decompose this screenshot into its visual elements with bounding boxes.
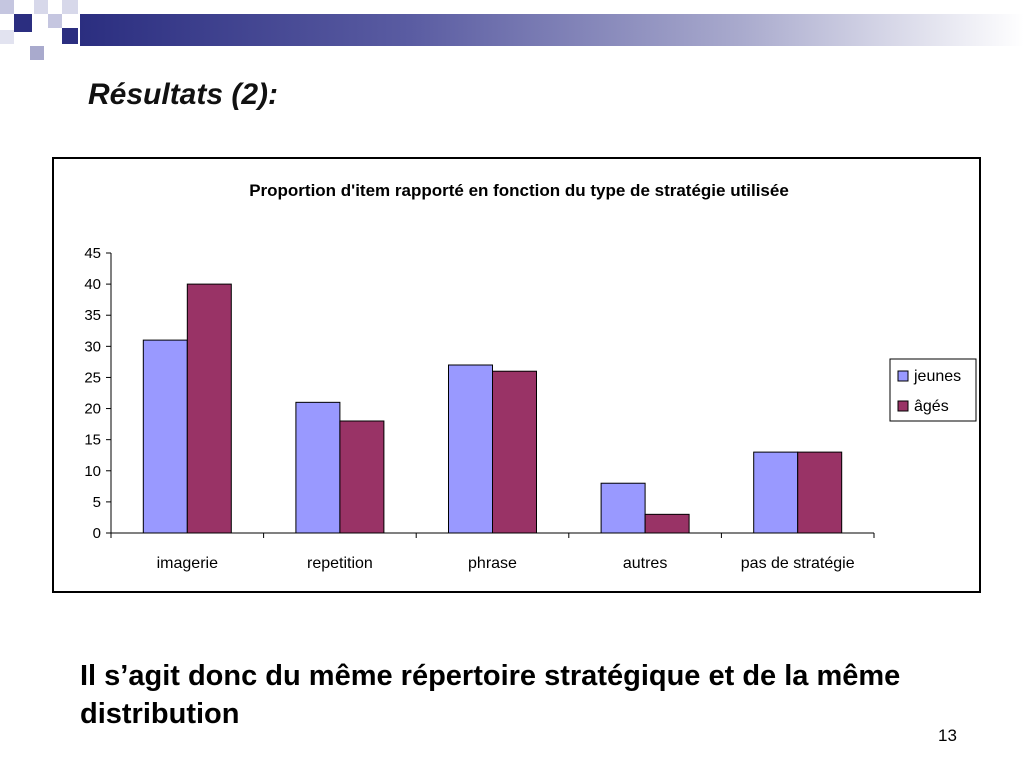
header-decoration bbox=[0, 0, 1024, 70]
bar-gs-4 bbox=[644, 513, 690, 534]
y-tick-label: 25 bbox=[84, 369, 101, 386]
deco-square bbox=[14, 14, 32, 32]
deco-square bbox=[30, 46, 44, 60]
deco-square bbox=[34, 0, 48, 14]
legend-swatch bbox=[897, 400, 909, 412]
bar-jeunes-3 bbox=[448, 364, 493, 534]
plot-area: 0 5 10 15 20 25 30 35 40 45 imagerie repetition phra… bbox=[84, 245, 875, 572]
bar-gs-1 bbox=[186, 283, 232, 534]
chart-title: Proportion d'item rapporté en fonction d… bbox=[249, 181, 789, 200]
y-tick-label: 20 bbox=[84, 401, 101, 418]
bar-gs-5 bbox=[797, 451, 843, 534]
conclusion-text: Il s’agit donc du même répertoire straté… bbox=[80, 660, 901, 730]
y-tick-label: 35 bbox=[84, 307, 101, 324]
chart-frame: Proportion d'item rapporté en fonction d… bbox=[52, 157, 981, 593]
y-tick-label: 5 bbox=[93, 494, 101, 511]
bar-jeunes-2 bbox=[295, 401, 341, 534]
y-tick-label: 30 bbox=[84, 338, 101, 355]
y-tick-label: 10 bbox=[84, 463, 101, 480]
y-tick-label: 45 bbox=[84, 245, 101, 262]
y-tick-label: 15 bbox=[84, 432, 101, 449]
x-tick-label: repetition bbox=[307, 555, 373, 572]
legend-label: jeunes bbox=[913, 368, 961, 385]
x-tick-label: pas de stratégie bbox=[741, 555, 855, 572]
deco-square bbox=[48, 14, 62, 28]
chart-legend: jeunes âgés bbox=[889, 358, 977, 422]
header-gradient-bar bbox=[80, 14, 1024, 46]
deco-square bbox=[0, 30, 14, 44]
x-tick-label: imagerie bbox=[157, 555, 218, 572]
bar-jeunes-4 bbox=[600, 482, 646, 534]
bar-jeunes-5 bbox=[753, 451, 799, 534]
deco-square bbox=[0, 0, 14, 14]
page-number: 13 bbox=[938, 726, 957, 745]
deco-square bbox=[62, 0, 78, 14]
bar-gs-3 bbox=[492, 370, 537, 534]
legend-swatch bbox=[897, 370, 909, 382]
legend-label: âgés bbox=[914, 398, 949, 415]
x-tick-label: autres bbox=[623, 555, 667, 572]
slide-title: Résultats (2): bbox=[88, 78, 279, 111]
bar-chart: Proportion d'item rapporté en fonction d… bbox=[84, 181, 977, 572]
x-tick-label: phrase bbox=[468, 555, 517, 572]
y-tick-label: 40 bbox=[84, 276, 101, 293]
bar-jeunes-1 bbox=[142, 339, 188, 534]
y-tick-label: 0 bbox=[93, 525, 101, 542]
deco-square bbox=[62, 28, 78, 44]
bar-gs-2 bbox=[339, 420, 385, 534]
